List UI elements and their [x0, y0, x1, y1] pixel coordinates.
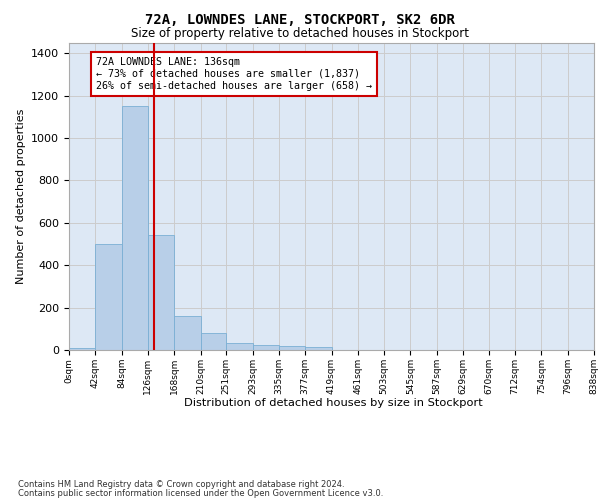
Bar [148, 236, 174, 350]
Text: Contains HM Land Registry data © Crown copyright and database right 2024.: Contains HM Land Registry data © Crown c… [18, 480, 344, 489]
Text: Contains public sector information licensed under the Open Government Licence v3: Contains public sector information licen… [18, 488, 383, 498]
Bar [200, 333, 226, 350]
Bar [122, 106, 148, 350]
Bar [279, 346, 305, 350]
Text: 72A, LOWNDES LANE, STOCKPORT, SK2 6DR: 72A, LOWNDES LANE, STOCKPORT, SK2 6DR [145, 12, 455, 26]
Text: Size of property relative to detached houses in Stockport: Size of property relative to detached ho… [131, 28, 469, 40]
Bar [95, 244, 122, 350]
Bar [253, 344, 279, 350]
Bar [305, 347, 332, 350]
Bar [174, 316, 200, 350]
Text: Distribution of detached houses by size in Stockport: Distribution of detached houses by size … [184, 398, 482, 407]
Bar [226, 342, 253, 350]
Text: 72A LOWNDES LANE: 136sqm
← 73% of detached houses are smaller (1,837)
26% of sem: 72A LOWNDES LANE: 136sqm ← 73% of detach… [96, 58, 372, 90]
Y-axis label: Number of detached properties: Number of detached properties [16, 108, 26, 284]
Bar [69, 348, 95, 350]
